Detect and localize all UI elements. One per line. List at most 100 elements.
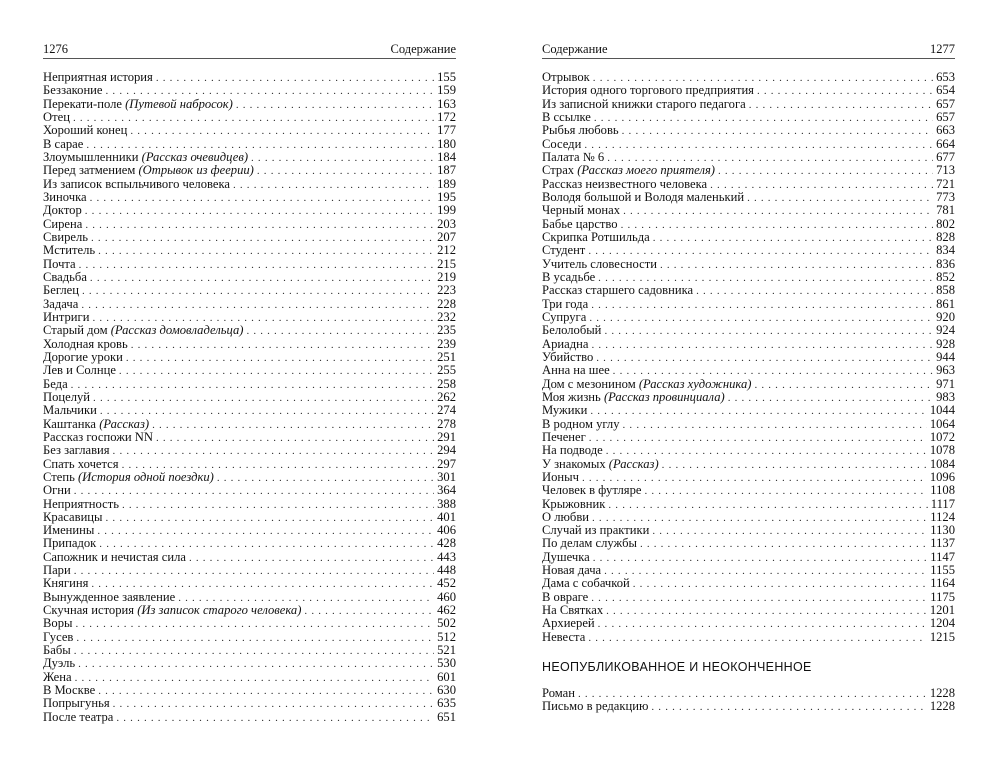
entry-title-text: Мститель: [43, 243, 96, 258]
entry-page-number: 187: [437, 163, 456, 178]
dot-leader: [590, 405, 926, 418]
entry-title-text: Мальчики: [43, 403, 97, 418]
entry-page-number: 258: [437, 376, 456, 391]
entry-title: На Святках: [542, 603, 603, 617]
dot-leader: [106, 512, 435, 525]
entry-page-number: 1124: [930, 509, 955, 524]
entry-title-text: Перед затмением: [43, 163, 136, 178]
dot-leader: [591, 339, 933, 352]
entry-page-number: 219: [437, 269, 456, 284]
entry-page-number: 388: [437, 496, 456, 511]
toc-entry: Учитель словесности 836: [542, 257, 955, 271]
entry-page-number: 251: [437, 349, 456, 364]
entry-title-text: Володя большой и Володя маленький: [542, 189, 745, 204]
toc-entry: Сирена 203: [43, 217, 456, 232]
dot-leader: [251, 152, 434, 165]
entry-title: Перед затмением (Отрывок из феерии): [43, 164, 254, 177]
entry-page-number: 1096: [929, 469, 955, 484]
entry-page-number: 924: [936, 323, 955, 338]
dot-leader: [584, 139, 933, 152]
entry-page-number: 448: [437, 563, 456, 578]
toc-entry: Свирель 207: [43, 229, 456, 245]
entry-title: Спать хочется: [43, 457, 119, 471]
entry-subtitle: (Рассказ очевидцев): [141, 149, 249, 164]
toc-entry: В Москве 630: [43, 683, 456, 697]
entry-subtitle: (Рассказ художника): [638, 376, 752, 391]
dot-leader: [588, 632, 927, 645]
entry-title-text: Из записок вспыльчивого человека: [43, 176, 230, 191]
entry-title-text: Анна на шее: [542, 363, 610, 378]
dot-leader: [604, 565, 927, 578]
entry-subtitle: (История одной поездки): [77, 469, 214, 484]
dot-leader: [90, 192, 434, 205]
entry-title: Княгиня: [43, 577, 88, 590]
toc-entry: Дуэль 530: [43, 656, 456, 671]
entry-page-number: 291: [437, 429, 456, 444]
entry-page-number: 1175: [930, 589, 955, 604]
entry-page-number: 1204: [929, 616, 955, 631]
entry-subtitle: (Путевой набросок): [125, 96, 233, 111]
entry-title-text: Почта: [43, 256, 76, 271]
entry-title-text: В сарае: [43, 136, 84, 151]
toc-entry: Скучная история (Из записок старого чело…: [43, 603, 456, 617]
entry-page-number: 262: [437, 389, 456, 404]
entry-title-text: Холодная кровь: [43, 336, 128, 351]
entry-page-number: 274: [437, 403, 456, 418]
toc-entry: Задача 228: [43, 297, 456, 311]
entry-title: Рассказ неизвестного человека: [542, 177, 707, 191]
dot-leader: [75, 672, 435, 685]
entry-title: В ссылке: [542, 110, 591, 124]
entry-title: Студент: [542, 244, 585, 257]
toc-entry: Припадок 428: [43, 537, 456, 551]
entry-page-number: 294: [437, 443, 456, 458]
entry-title-text: Воры: [43, 616, 73, 631]
toc-entry: Свадьба 219: [43, 269, 456, 284]
toc-entry: Скрипка Ротшильда 828: [542, 230, 955, 244]
entry-page-number: 1117: [930, 496, 955, 511]
entry-page-number: 207: [437, 229, 456, 244]
entry-title: В Москве: [43, 683, 95, 697]
dot-leader: [100, 405, 434, 418]
entry-page-number: 657: [936, 96, 955, 111]
dot-leader: [85, 205, 434, 218]
entry-page-number: 601: [437, 669, 456, 684]
entry-title: Скрипка Ротшильда: [542, 230, 650, 244]
entry-title: Отрывок: [542, 70, 590, 84]
entry-title: Мститель: [43, 244, 95, 257]
entry-title: Человек в футляре: [542, 484, 641, 497]
entry-title-text: Беглец: [43, 283, 79, 298]
entry-title-text: Рыбья любовь: [542, 123, 619, 138]
entry-title-text: Огни: [43, 483, 71, 498]
running-title: Содержание: [542, 42, 608, 56]
entry-title: Беглец: [43, 284, 79, 297]
dot-leader: [633, 578, 927, 591]
dot-leader: [91, 232, 434, 245]
toc-entry: После театра 651: [43, 710, 456, 724]
toc-entry: Пари 448: [43, 563, 456, 578]
dot-leader: [85, 219, 434, 232]
entry-page-number: 773: [936, 189, 955, 204]
entry-page-number: 530: [437, 656, 456, 671]
entry-page-number: 1072: [929, 429, 955, 444]
toc-entry: Доктор 199: [43, 203, 456, 218]
entry-page-number: 983: [936, 389, 955, 404]
entry-title-text: Моя жизнь: [542, 389, 601, 404]
entry-title-text: Дама с собачкой: [542, 576, 630, 591]
toc-entry: Бабье царство 802: [542, 217, 955, 231]
dot-leader: [696, 285, 933, 298]
entry-page-number: 1078: [929, 443, 955, 458]
entry-title: Мужики: [542, 404, 587, 417]
dot-leader: [79, 259, 434, 272]
dot-leader: [598, 618, 927, 631]
entry-title: Палата № 6: [542, 150, 604, 164]
toc-entry: Огни 364: [43, 483, 456, 498]
entry-page-number: 1228: [929, 686, 955, 701]
entry-title: Печенег: [542, 430, 586, 444]
entry-title: В усадьбе: [542, 270, 595, 284]
entry-page-number: 635: [437, 696, 456, 711]
entry-title: Супруга: [542, 310, 586, 324]
dot-leader: [217, 472, 434, 485]
toc-entry: Жена 601: [43, 669, 456, 685]
toc-entry: Дама с собачкой 1164: [542, 576, 955, 591]
toc-entry: Беглец 223: [43, 283, 456, 297]
